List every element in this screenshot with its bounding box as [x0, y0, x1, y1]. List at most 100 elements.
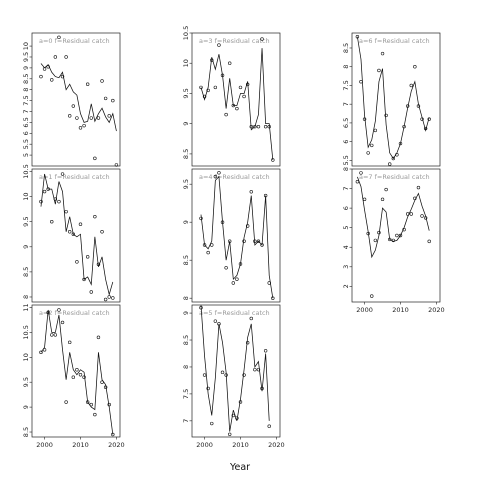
data-point	[57, 35, 61, 40]
data-point	[206, 88, 210, 93]
y-tick-label: 10.5	[182, 26, 190, 40]
panel-frame	[351, 168, 441, 303]
data-point	[423, 126, 428, 131]
fitted-line	[40, 63, 117, 132]
data-point	[50, 220, 54, 224]
y-tick-label: 10.5	[22, 164, 30, 178]
data-point	[409, 83, 413, 88]
data-point	[267, 424, 271, 428]
panel-6: a=6 f=Residual catch 5.5 6 6.5 7 7.5 8 8.5	[342, 32, 441, 167]
panel-frame	[31, 168, 121, 303]
data-point	[245, 82, 250, 87]
data-point	[405, 104, 410, 108]
data-point	[263, 193, 268, 198]
data-point	[64, 209, 68, 214]
data-point	[75, 368, 79, 372]
data-point	[199, 216, 203, 221]
data-point	[267, 281, 271, 285]
panel-4: a=4 f=Residual catch 8 8.5 9 9.5	[182, 168, 281, 303]
data-point	[242, 239, 246, 243]
data-point	[224, 373, 228, 377]
data-point	[231, 281, 236, 285]
y-tick-label: 9.5	[22, 217, 30, 227]
data-point	[391, 156, 396, 161]
data-point	[366, 151, 370, 155]
y-tick-label: 8.5	[182, 149, 190, 159]
data-point	[377, 68, 381, 73]
data-point	[114, 163, 119, 167]
data-point	[85, 255, 90, 259]
data-point	[413, 65, 417, 69]
data-point	[111, 296, 115, 300]
data-point	[202, 373, 207, 377]
data-point	[71, 104, 76, 108]
data-point	[260, 386, 264, 391]
y-tick-label: 8.5	[182, 255, 190, 265]
data-point	[271, 158, 275, 162]
data-point	[231, 413, 236, 418]
data-point	[199, 305, 203, 310]
data-point	[103, 96, 108, 101]
data-point	[253, 239, 257, 243]
data-point	[224, 266, 228, 270]
data-point	[64, 400, 68, 404]
data-point	[245, 224, 250, 228]
fitted-line	[200, 304, 270, 432]
data-point	[370, 143, 374, 148]
data-point	[206, 250, 210, 255]
data-point	[395, 153, 399, 157]
data-point	[220, 73, 225, 78]
data-point	[263, 349, 268, 353]
data-point	[260, 243, 264, 247]
data-point	[256, 367, 261, 372]
y-tick-label: 7.5	[182, 389, 190, 399]
y-tick-label: 10	[22, 192, 30, 200]
panel-3: a=3 f=Residual catch 8.5 9 9.5 10 10.5	[182, 26, 281, 167]
data-point	[213, 319, 218, 323]
data-point	[210, 243, 214, 247]
x-tick-label: 2020	[428, 306, 445, 314]
data-point	[235, 106, 239, 111]
y-tick-label: 4	[342, 245, 350, 249]
panel-title: a=0 f=Residual catch	[39, 37, 110, 45]
data-point	[85, 400, 90, 404]
y-tick-label: 11	[22, 303, 30, 311]
data-point	[427, 117, 431, 121]
data-point	[202, 243, 207, 247]
panel-title: a=7 f=Residual catch	[359, 173, 430, 181]
y-tick-label: 8	[182, 365, 190, 369]
data-point	[355, 180, 360, 184]
data-point	[68, 230, 72, 234]
data-point	[39, 74, 43, 79]
data-point	[362, 197, 367, 202]
data-point	[60, 320, 65, 325]
panel-frame	[191, 32, 281, 167]
y-tick-label: 7.5	[342, 80, 350, 90]
data-point	[60, 74, 65, 79]
data-point	[245, 341, 250, 345]
y-tick-label: 5	[342, 226, 350, 230]
data-point	[42, 348, 47, 352]
data-point	[53, 333, 58, 337]
y-tick-label: 7	[342, 102, 350, 106]
data-point	[93, 156, 97, 161]
data-point	[420, 214, 424, 218]
data-point	[100, 79, 104, 83]
y-tick-label: 5	[22, 153, 30, 157]
data-point	[220, 370, 225, 375]
data-point	[355, 35, 360, 39]
data-point	[111, 98, 115, 103]
data-point	[100, 230, 104, 234]
data-point	[57, 199, 61, 204]
data-point	[50, 78, 54, 82]
y-tick-label: 8	[342, 167, 350, 171]
y-tick-label: 9	[182, 220, 190, 224]
data-point	[39, 199, 43, 204]
data-point	[238, 262, 243, 266]
data-point	[224, 112, 228, 117]
data-point	[416, 104, 421, 108]
x-axis-title: Year	[229, 462, 250, 473]
y-tick-label: 8.5	[22, 427, 30, 437]
y-tick-label: 7	[182, 419, 190, 423]
